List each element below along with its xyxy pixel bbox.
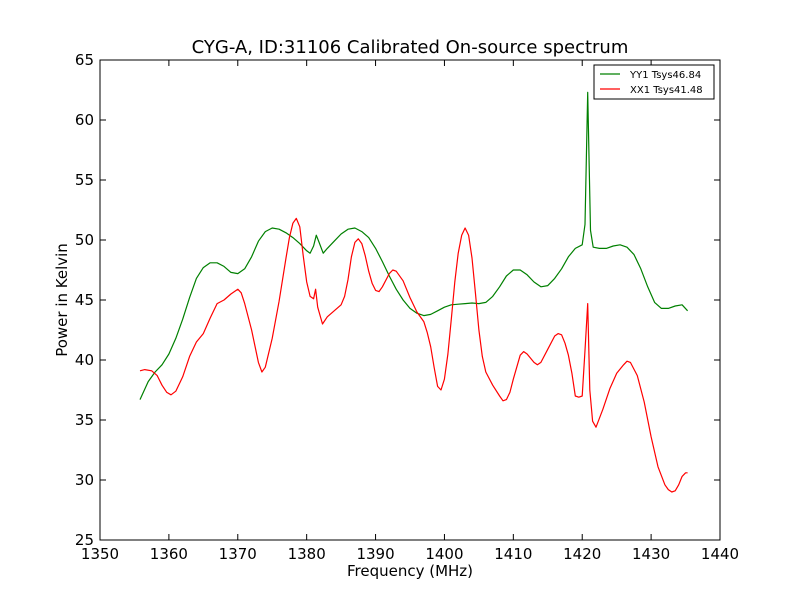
series-line-yy1 <box>139 91 689 400</box>
legend-box <box>593 64 715 100</box>
y-tick-label: 65 <box>75 51 94 69</box>
chart-title: CYG-A, ID:31106 Calibrated On-source spe… <box>192 37 629 58</box>
y-tick-label: 50 <box>75 231 94 249</box>
x-tick-label: 1440 <box>701 545 739 563</box>
y-axis-ticks: 25 30 35 40 45 50 55 60 65 <box>75 51 720 549</box>
plot-area <box>139 91 689 493</box>
y-tick-label: 30 <box>75 471 94 489</box>
y-tick-label: 45 <box>75 291 94 309</box>
x-tick-label: 1390 <box>356 545 394 563</box>
x-tick-label: 1400 <box>425 545 463 563</box>
legend: YY1 Tsys46.84 XX1 Tsys41.48 <box>593 64 715 100</box>
x-tick-label: 1430 <box>632 545 670 563</box>
y-tick-label: 60 <box>75 111 94 129</box>
x-tick-label: 1360 <box>150 545 188 563</box>
y-tick-label: 40 <box>75 351 94 369</box>
y-tick-label: 55 <box>75 171 94 189</box>
legend-label: YY1 Tsys46.84 <box>629 70 701 81</box>
series-line-xx1 <box>139 217 688 493</box>
y-tick-label: 25 <box>75 531 94 549</box>
y-tick-label: 35 <box>75 411 94 429</box>
x-tick-label: 1350 <box>81 545 119 563</box>
x-tick-label: 1420 <box>563 545 601 563</box>
x-tick-label: 1410 <box>494 545 532 563</box>
x-tick-label: 1380 <box>288 545 326 563</box>
x-tick-label: 1370 <box>219 545 257 563</box>
y-axis-label: Power in Kelvin <box>53 243 71 357</box>
x-axis-ticks: 1350 1360 1370 1380 1390 1400 1410 1420 1430 1440 <box>81 60 739 563</box>
legend-label: XX1 Tsys41.48 <box>630 85 703 96</box>
x-axis-label: Frequency (MHz) <box>347 562 473 580</box>
